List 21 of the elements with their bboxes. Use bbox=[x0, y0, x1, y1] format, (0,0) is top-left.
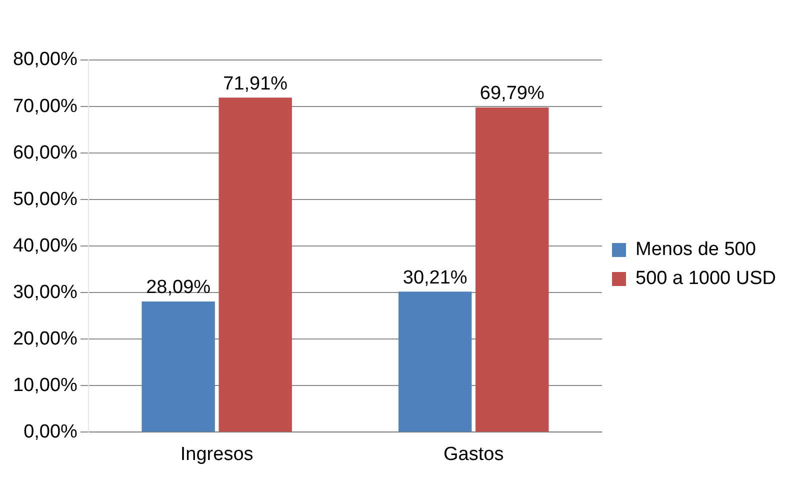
data-label: 30,21% bbox=[402, 267, 468, 288]
data-label: 69,79% bbox=[480, 83, 544, 104]
y-tick-label: 50,00% bbox=[12, 188, 78, 210]
x-tick-label: Ingresos bbox=[180, 444, 254, 465]
y-tick-label: 80,00% bbox=[12, 49, 78, 70]
bar bbox=[142, 302, 215, 432]
x-tick-label: Gastos bbox=[444, 444, 504, 465]
legend-label: 500 a 1000 USD bbox=[636, 268, 776, 290]
y-tick-label: 30,00% bbox=[12, 282, 78, 303]
data-label: 71,91% bbox=[223, 73, 288, 94]
data-label: 28,09% bbox=[146, 277, 211, 298]
y-tick-label: 20,00% bbox=[12, 328, 78, 350]
bar bbox=[476, 108, 549, 432]
y-tick-label: 0,00% bbox=[24, 421, 78, 442]
y-tick-label: 70,00% bbox=[12, 96, 78, 117]
y-tick-label: 40,00% bbox=[12, 235, 78, 256]
bar bbox=[218, 98, 292, 432]
legend-label: Menos de 500 bbox=[636, 239, 756, 260]
y-tick-label: 10,00% bbox=[12, 374, 78, 396]
y-tick-label: 60,00% bbox=[12, 142, 78, 164]
bar bbox=[398, 292, 472, 432]
